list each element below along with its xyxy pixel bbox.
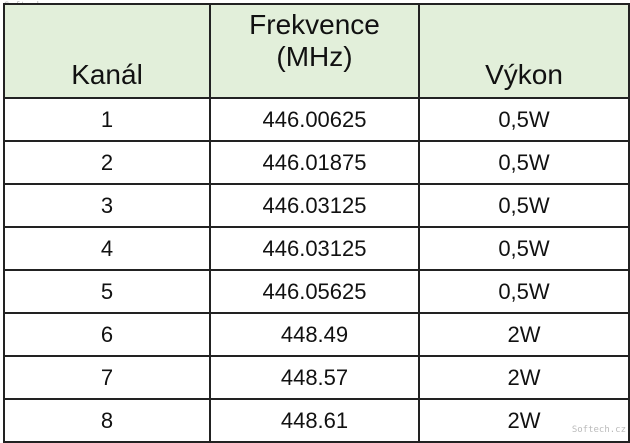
table-cell: 0,5W: [418, 97, 630, 142]
table-cell: 0,5W: [418, 183, 630, 228]
table-cell: 446.00625: [209, 97, 420, 142]
header-row: Kanál Frekvence (MHz) Výkon: [3, 3, 630, 99]
table-row: 3 446.03125 0,5W: [3, 183, 630, 228]
table-cell: 448.57: [209, 355, 420, 400]
table-cell: 1: [3, 97, 211, 142]
table-row: 6 448.49 2W: [3, 312, 630, 357]
table-cell: 0,5W: [418, 140, 630, 185]
header-cell: Kanál: [3, 3, 211, 99]
header-cell: Výkon: [418, 3, 630, 99]
header-text: Frekvence (MHz): [249, 9, 380, 72]
table-row: 2 446.01875 0,5W: [3, 140, 630, 185]
table-cell: 2W: [418, 355, 630, 400]
table-cell: 446.01875: [209, 140, 420, 185]
table-cell: 4: [3, 226, 211, 271]
table-cell: 6: [3, 312, 211, 357]
table-row: 1 446.00625 0,5W: [3, 97, 630, 142]
table-row: 7 448.57 2W: [3, 355, 630, 400]
table-cell: 2W: [418, 312, 630, 357]
table-cell: 448.49: [209, 312, 420, 357]
table-cell: 446.03125: [209, 183, 420, 228]
table-cell: 7: [3, 355, 211, 400]
table-body: 1 446.00625 0,5W 2 446.01875 0,5W 3 446.03125 0,…: [3, 97, 630, 443]
table-cell: 5: [3, 269, 211, 314]
table-row: 4 446.03125 0,5W: [3, 226, 630, 271]
table-cell: 3: [3, 183, 211, 228]
table-cell: 446.03125: [209, 226, 420, 271]
table-cell: 446.05625: [209, 269, 420, 314]
table-cell: 0,5W: [418, 269, 630, 314]
table-row: 5 446.05625 0,5W: [3, 269, 630, 314]
table-cell: 2: [3, 140, 211, 185]
frequency-table: Kanál Frekvence (MHz) Výkon 1 446.00625 0,…: [3, 3, 630, 443]
header-cell: Frekvence (MHz): [209, 3, 420, 99]
table-cell: 0,5W: [418, 226, 630, 271]
